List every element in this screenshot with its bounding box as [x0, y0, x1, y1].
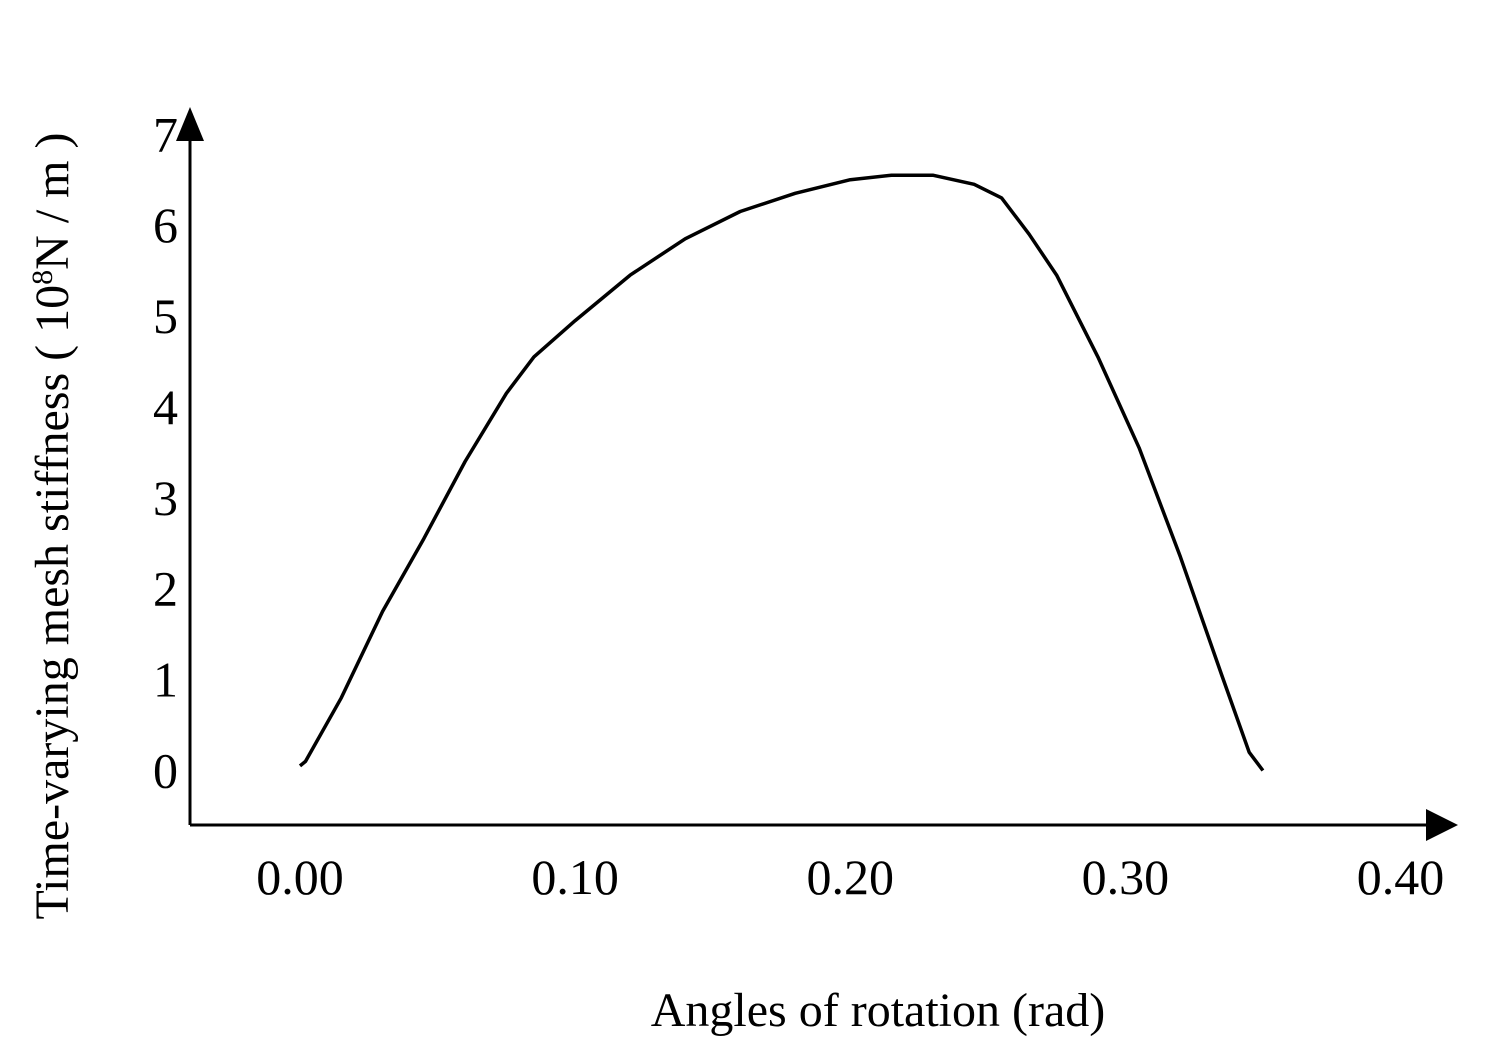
y-axis-label-superscript: 8	[26, 270, 59, 285]
x-tick-label: 0.20	[807, 849, 895, 905]
y-axis-arrow	[176, 107, 204, 141]
y-tick-label: 3	[153, 470, 178, 526]
x-tick-labels: 0.00 0.10 0.20 0.30 0.40	[256, 849, 1444, 905]
y-axis-label-unit: N / m )	[26, 133, 79, 270]
x-axis-arrow	[1426, 809, 1458, 841]
y-tick-label: 1	[153, 652, 178, 708]
x-tick-label: 0.40	[1357, 849, 1445, 905]
y-tick-label: 0	[153, 742, 178, 798]
y-axis-label-main: Time-varying mesh stiffness ( 10	[26, 285, 79, 920]
y-tick-label: 2	[153, 561, 178, 617]
x-axis-label: Angles of rotation (rad)	[651, 984, 1106, 1037]
series-line	[298, 173, 1265, 772]
x-tick-label: 0.30	[1082, 849, 1170, 905]
x-tick-label: 0.00	[256, 849, 344, 905]
y-axis-label: Time-varying mesh stiffness ( 108N / m )	[26, 133, 79, 920]
y-tick-labels: 0 1 2 3 4 5 6 7	[153, 106, 178, 798]
y-tick-label: 4	[153, 379, 178, 435]
y-tick-label: 7	[153, 106, 178, 162]
x-tick-label: 0.10	[531, 849, 619, 905]
y-tick-label: 6	[153, 197, 178, 253]
y-tick-label: 5	[153, 288, 178, 344]
